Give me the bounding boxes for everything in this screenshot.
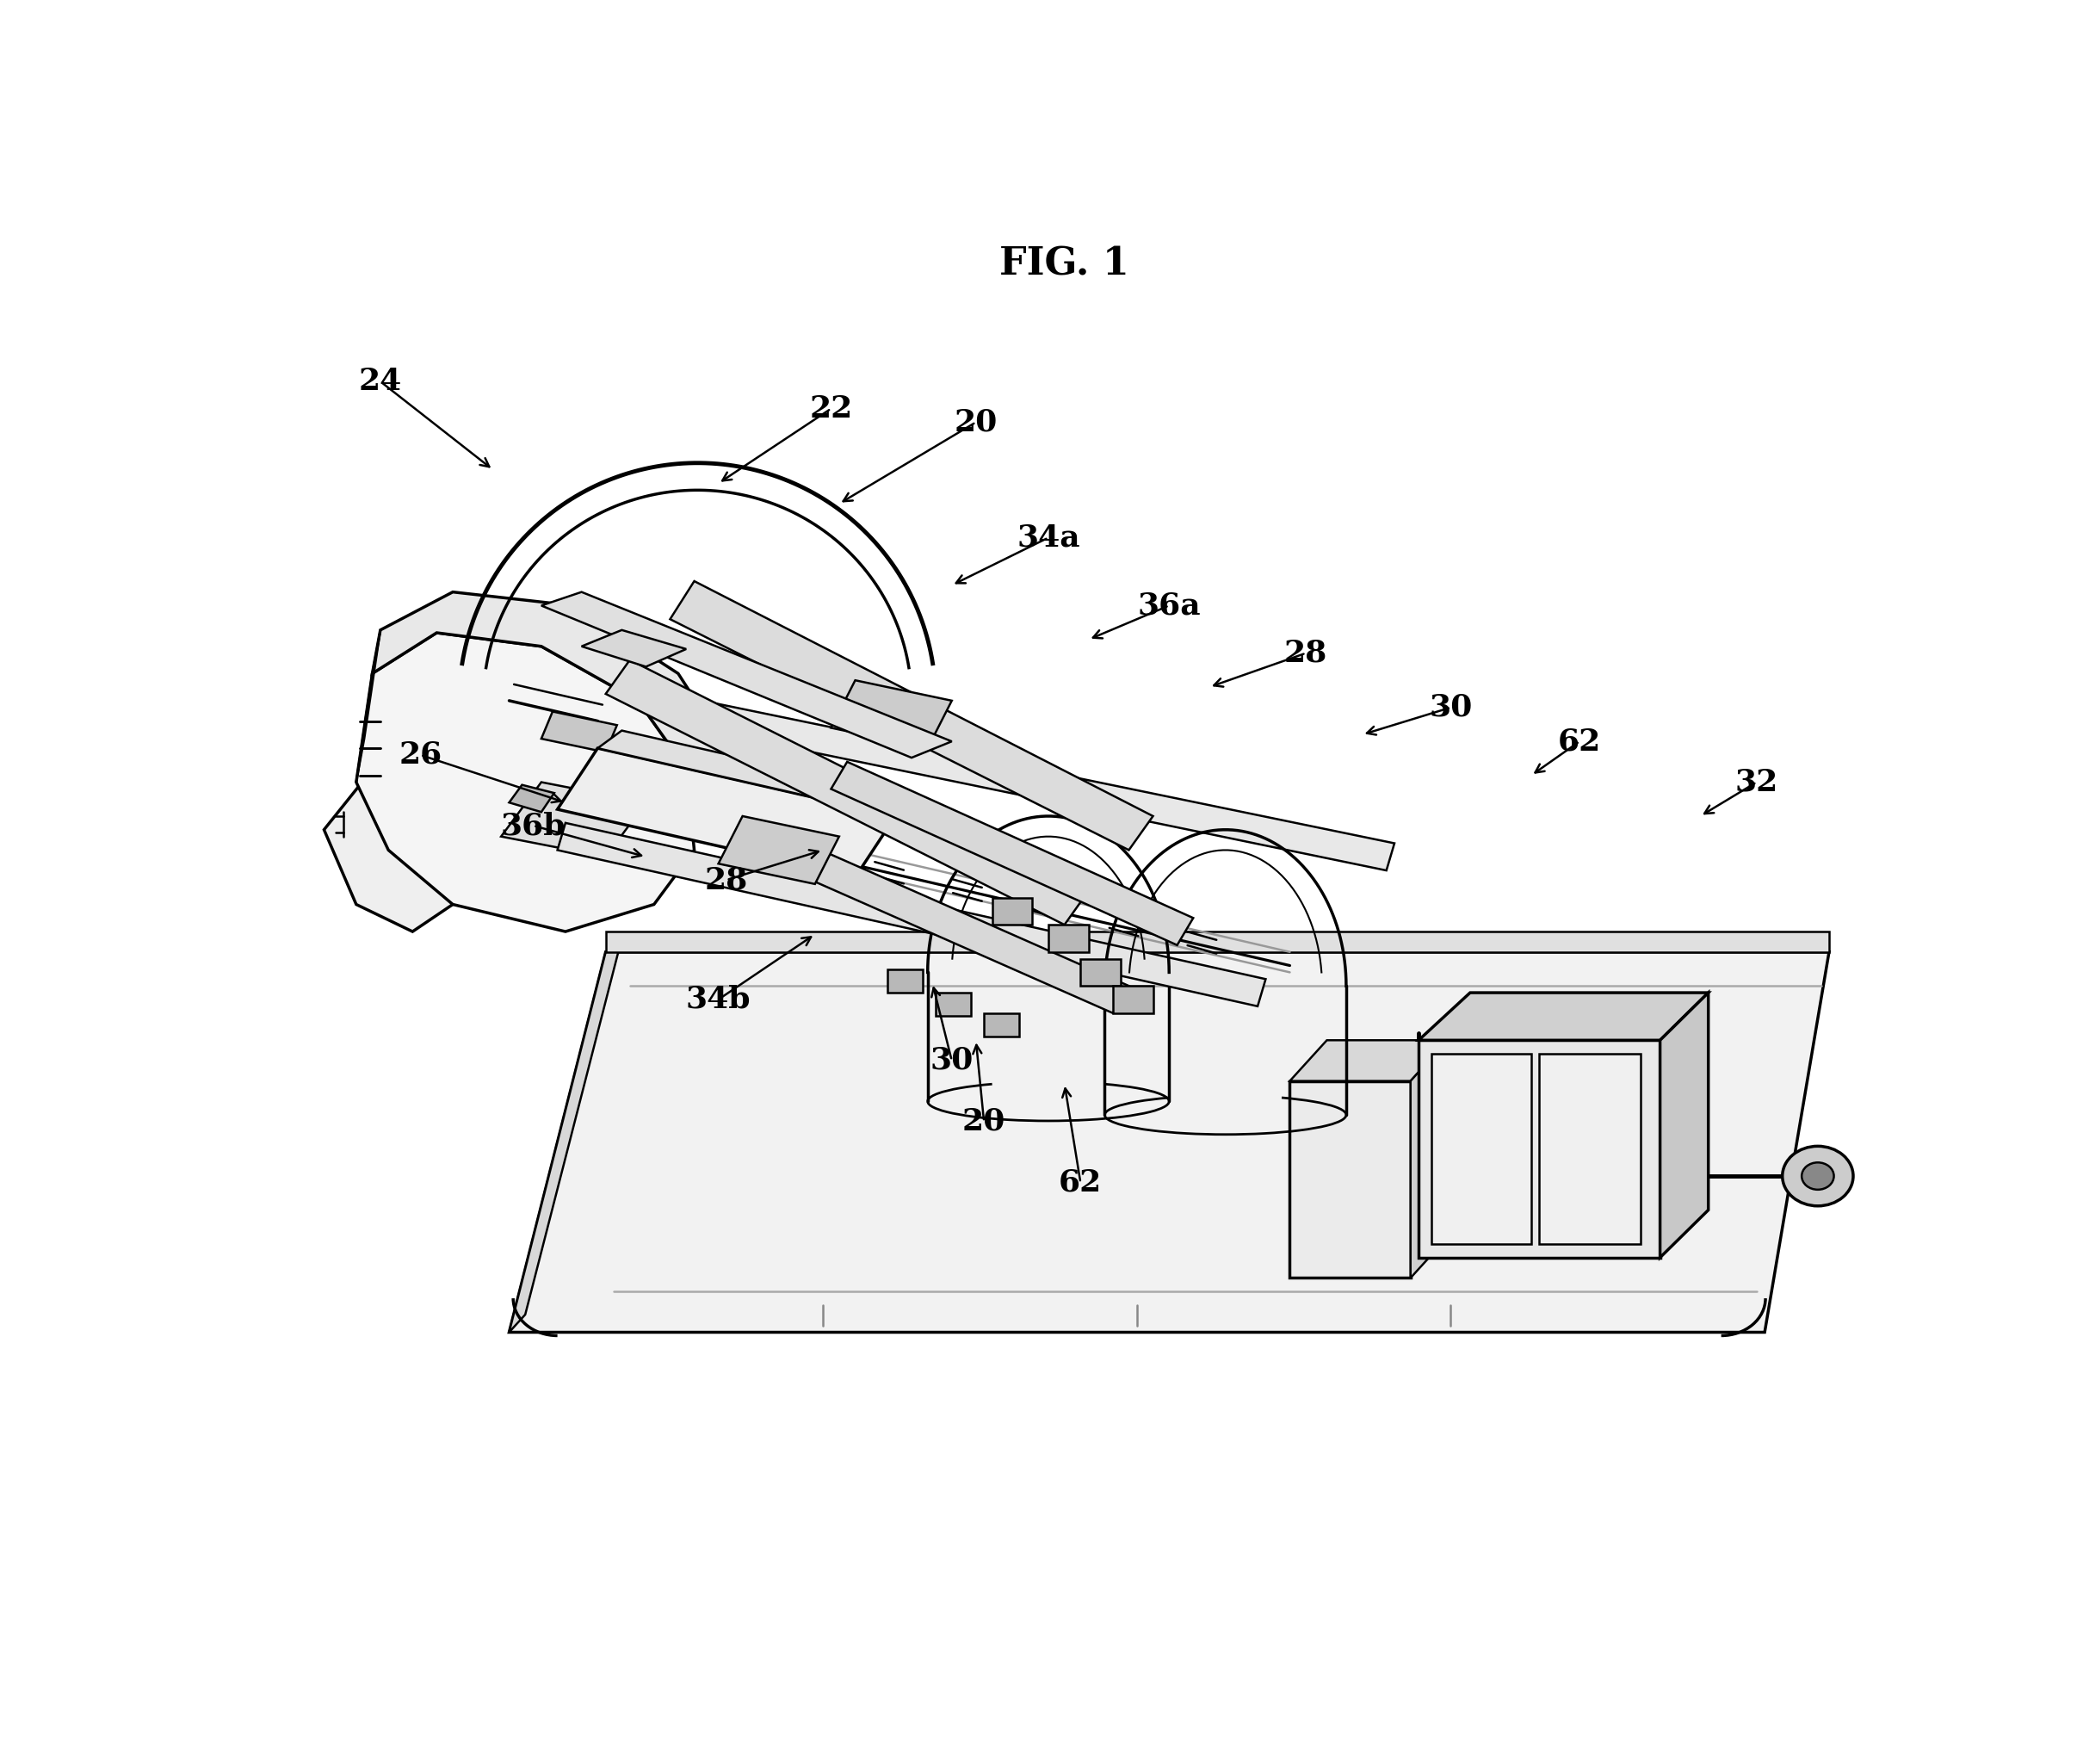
Text: 34a: 34a	[1016, 524, 1080, 552]
Polygon shape	[557, 822, 1265, 1005]
Text: 26: 26	[399, 741, 442, 769]
Polygon shape	[501, 781, 646, 857]
Polygon shape	[758, 829, 1130, 1013]
Text: 22: 22	[810, 393, 854, 423]
Polygon shape	[1660, 993, 1709, 1258]
Polygon shape	[357, 630, 380, 781]
Polygon shape	[542, 711, 617, 751]
Circle shape	[1801, 1162, 1834, 1189]
Text: FIG. 1: FIG. 1	[999, 245, 1130, 282]
Polygon shape	[1290, 1081, 1410, 1277]
Bar	[993, 898, 1032, 924]
Polygon shape	[1290, 1041, 1448, 1081]
Polygon shape	[582, 630, 685, 667]
Polygon shape	[694, 700, 1394, 870]
Polygon shape	[324, 776, 469, 931]
Polygon shape	[831, 681, 951, 748]
Bar	[1049, 924, 1088, 953]
Polygon shape	[1419, 1041, 1660, 1258]
Text: 24: 24	[359, 367, 403, 397]
Polygon shape	[1410, 1041, 1448, 1277]
Text: 20: 20	[953, 407, 997, 437]
Polygon shape	[671, 580, 1153, 850]
Polygon shape	[1431, 1053, 1531, 1244]
Polygon shape	[509, 785, 555, 811]
Text: 36b: 36b	[501, 811, 565, 840]
Text: 36a: 36a	[1138, 591, 1201, 621]
Text: 62: 62	[1059, 1168, 1103, 1198]
Text: 34b: 34b	[685, 984, 752, 1014]
Polygon shape	[606, 660, 1088, 924]
Text: 32: 32	[1734, 767, 1778, 797]
Text: 30: 30	[930, 1046, 974, 1076]
Bar	[1080, 960, 1122, 986]
Polygon shape	[363, 730, 465, 796]
Text: 62: 62	[1558, 727, 1601, 757]
Polygon shape	[357, 633, 694, 931]
Polygon shape	[719, 817, 839, 884]
Text: 28: 28	[704, 866, 748, 894]
Bar	[935, 993, 972, 1016]
Polygon shape	[557, 748, 895, 877]
Bar	[1113, 986, 1153, 1013]
Text: 20: 20	[962, 1108, 1005, 1136]
Polygon shape	[598, 730, 920, 817]
Polygon shape	[542, 593, 951, 759]
Bar	[887, 970, 922, 993]
Text: 30: 30	[1429, 693, 1473, 721]
Polygon shape	[606, 931, 1830, 953]
Polygon shape	[509, 938, 621, 1332]
Polygon shape	[509, 953, 1830, 1332]
Polygon shape	[1539, 1053, 1641, 1244]
Text: 28: 28	[1284, 639, 1327, 669]
Bar	[984, 1013, 1020, 1035]
Polygon shape	[372, 593, 727, 769]
Polygon shape	[1419, 993, 1709, 1041]
Polygon shape	[831, 762, 1192, 946]
Circle shape	[1782, 1147, 1853, 1207]
